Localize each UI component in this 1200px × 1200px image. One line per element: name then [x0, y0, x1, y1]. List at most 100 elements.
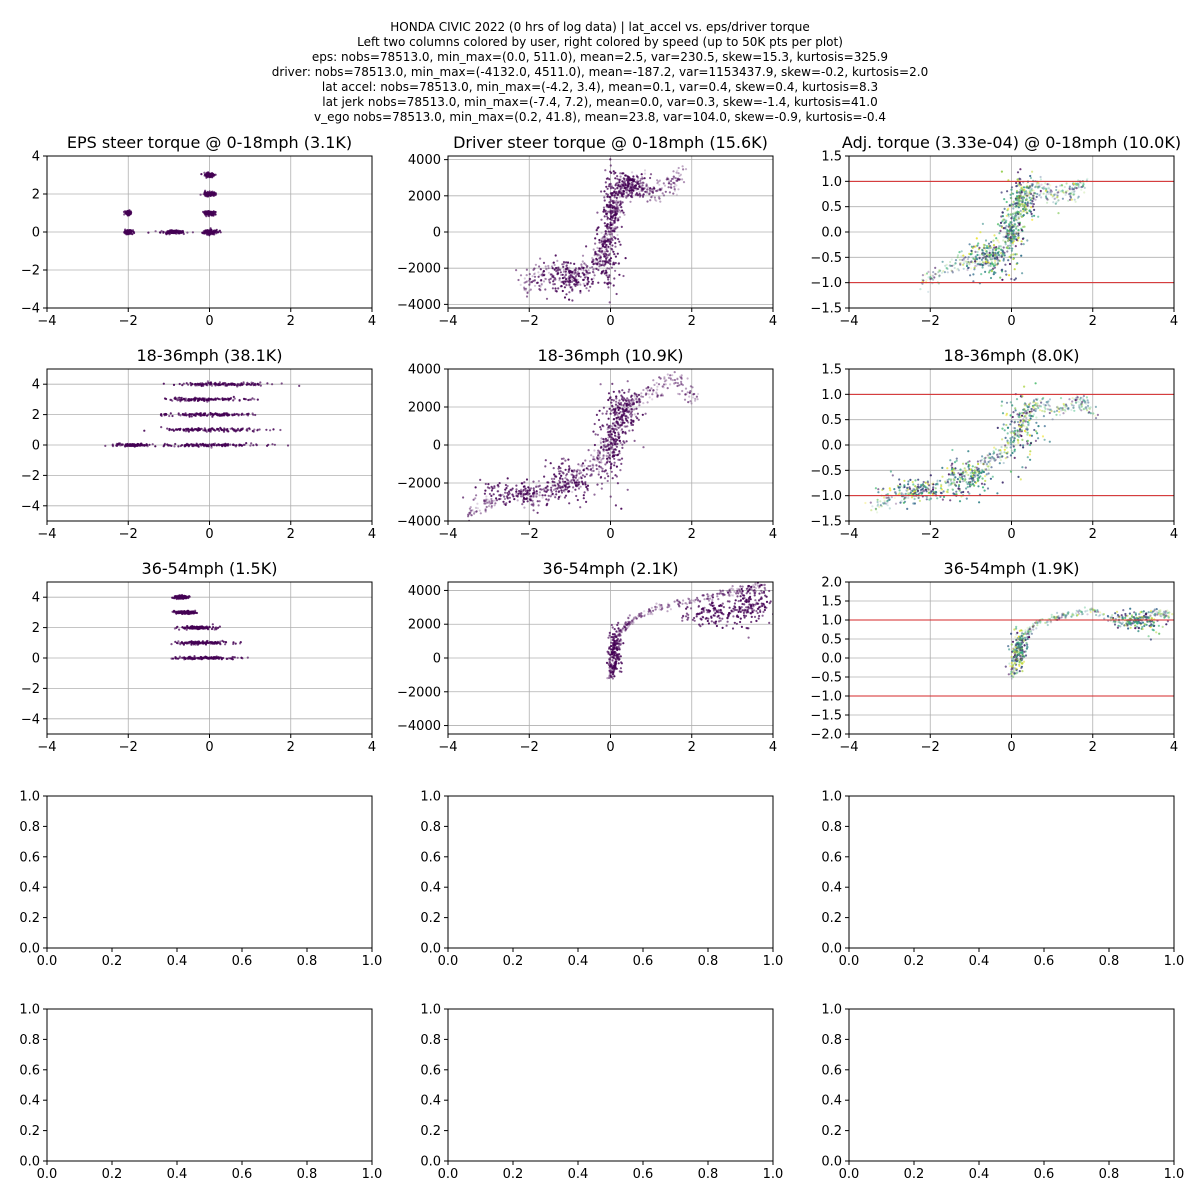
- scatter-point: [1001, 254, 1004, 257]
- scatter-point: [590, 454, 593, 457]
- scatter-point: [229, 396, 233, 400]
- scatter-point: [553, 484, 557, 487]
- scatter-point: [621, 423, 624, 426]
- scatter-point: [195, 397, 198, 400]
- scatter-point: [1010, 186, 1014, 189]
- scatter-point: [574, 275, 577, 278]
- scatter-point: [974, 265, 977, 268]
- scatter-point: [1021, 187, 1024, 190]
- scatter-point: [608, 227, 611, 230]
- scatter-point: [666, 387, 669, 390]
- scatter-point: [533, 284, 537, 287]
- scatter-point: [938, 274, 941, 277]
- scatter-point: [597, 249, 600, 252]
- scatter-point: [237, 429, 240, 432]
- scatter-point: [607, 286, 610, 289]
- scatter-point: [620, 457, 624, 460]
- scatter-point: [602, 253, 605, 256]
- scatter-point: [610, 433, 613, 436]
- scatter-point: [613, 464, 616, 467]
- scatter-point: [1021, 201, 1024, 204]
- scatter-point: [524, 281, 527, 284]
- scatter-point: [197, 444, 200, 447]
- scatter-point: [233, 413, 236, 416]
- scatter-point: [967, 266, 970, 269]
- scatter-point: [503, 502, 506, 505]
- scatter-point: [617, 217, 620, 220]
- scatter-point: [984, 255, 988, 258]
- scatter-point: [177, 398, 180, 401]
- scatter-point: [560, 474, 563, 477]
- scatter-point: [508, 490, 511, 493]
- scatter-point: [962, 254, 965, 257]
- scatter-point: [599, 440, 602, 443]
- scatter-point: [1056, 191, 1059, 194]
- scatter-point: [604, 255, 607, 258]
- scatter-point: [610, 398, 613, 401]
- scatter-point: [576, 272, 579, 276]
- scatter-point: [1005, 200, 1008, 204]
- scatter-point: [1012, 207, 1015, 210]
- scatter-point: [565, 264, 568, 267]
- scatter-point: [493, 504, 496, 507]
- scatter-point: [516, 499, 519, 502]
- scatter-point: [1018, 177, 1021, 180]
- scatter-point: [612, 454, 615, 457]
- scatter-point: [986, 246, 989, 249]
- scatter-point: [631, 191, 634, 195]
- scatter-point: [625, 409, 628, 412]
- scatter-point: [988, 251, 991, 255]
- scatter-point: [536, 485, 539, 488]
- scatter-point: [575, 470, 579, 473]
- scatter-point: [559, 268, 562, 271]
- scatter-point: [587, 468, 590, 471]
- scatter-point: [613, 229, 616, 232]
- scatter-point: [609, 465, 613, 468]
- scatter-point: [647, 385, 650, 389]
- scatter-point: [950, 258, 953, 261]
- scatter-point: [649, 199, 652, 202]
- scatter-point: [617, 206, 620, 209]
- scatter-point: [541, 272, 544, 275]
- scatter-point: [625, 399, 628, 403]
- scatter-point: [554, 254, 557, 257]
- scatter-point: [563, 286, 567, 289]
- scatter-point: [205, 231, 208, 234]
- scatter-point: [606, 267, 609, 270]
- scatter-point: [921, 274, 925, 277]
- scatter-point: [184, 412, 187, 415]
- scatter-point: [205, 414, 209, 417]
- scatter-point: [612, 222, 615, 225]
- y-tick-label: 4: [32, 378, 40, 393]
- scatter-point: [615, 395, 618, 398]
- scatter-point: [591, 466, 594, 469]
- scatter-point: [170, 428, 173, 431]
- scatter-point: [1017, 234, 1020, 237]
- scatter-point: [483, 492, 486, 495]
- scatter-point: [621, 410, 624, 413]
- scatter-point: [607, 398, 610, 402]
- scatter-point: [598, 247, 601, 250]
- scatter-point: [608, 242, 611, 245]
- scatter-point: [562, 483, 566, 486]
- scatter-point: [637, 176, 640, 179]
- scatter-point: [986, 262, 989, 265]
- scatter-point: [626, 193, 630, 196]
- scatter-point: [1009, 256, 1013, 259]
- scatter-point: [970, 245, 974, 248]
- scatter-point: [565, 264, 568, 267]
- scatter-point: [579, 475, 583, 479]
- scatter-point: [1017, 215, 1020, 219]
- scatter-point: [608, 240, 612, 243]
- scatter-point: [985, 244, 989, 248]
- scatter-point: [533, 272, 537, 275]
- scatter-point: [1025, 197, 1028, 200]
- scatter-point: [602, 406, 606, 409]
- scatter-point: [659, 189, 662, 192]
- scatter-point: [551, 287, 555, 290]
- scatter-points: [122, 171, 222, 237]
- scatter-point: [543, 490, 546, 493]
- scatter-point: [992, 273, 995, 276]
- scatter-point: [638, 185, 641, 189]
- scatter-point: [625, 177, 628, 180]
